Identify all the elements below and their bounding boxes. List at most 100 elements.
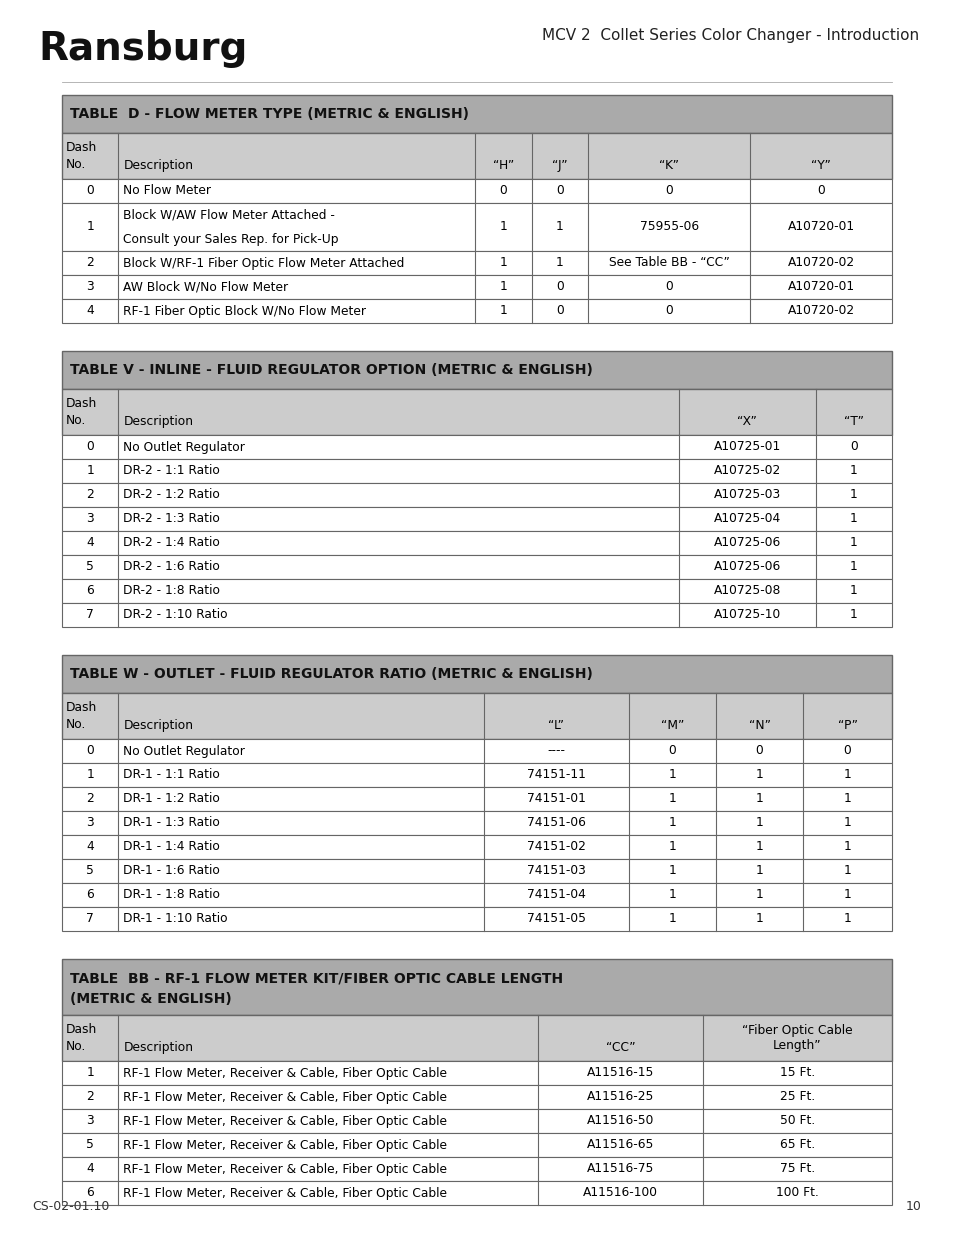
Text: 1: 1 [755,816,762,830]
Bar [62,435,891,459]
Bar [62,1132,891,1157]
Text: 6: 6 [87,584,94,598]
Text: 0: 0 [668,745,676,757]
Text: 1: 1 [755,864,762,878]
Text: DR-1 - 1:2 Ratio: DR-1 - 1:2 Ratio [123,793,220,805]
Bar [62,389,891,435]
Text: DR-1 - 1:3 Ratio: DR-1 - 1:3 Ratio [123,816,220,830]
Text: 1: 1 [87,1067,94,1079]
Bar [62,275,891,299]
Text: 3: 3 [87,1114,94,1128]
Text: Ransburg: Ransburg [38,30,247,68]
Text: DR-2 - 1:6 Ratio: DR-2 - 1:6 Ratio [123,561,220,573]
Text: 2: 2 [87,1091,94,1104]
Text: 1: 1 [499,305,507,317]
Text: DR-2 - 1:1 Ratio: DR-2 - 1:1 Ratio [123,464,220,478]
Text: 1: 1 [849,584,857,598]
Text: 1: 1 [849,609,857,621]
Text: A10725-08: A10725-08 [713,584,781,598]
Text: A10725-04: A10725-04 [713,513,780,526]
Text: 6: 6 [87,888,94,902]
Text: Dash: Dash [66,398,97,410]
Text: 0: 0 [817,184,824,198]
Text: 2: 2 [87,257,94,269]
Text: 1: 1 [755,793,762,805]
Text: A11516-65: A11516-65 [586,1139,654,1151]
Text: A10725-06: A10725-06 [713,536,780,550]
Text: “K”: “K” [659,159,679,172]
Bar [62,811,891,835]
Bar [62,763,891,787]
Text: TABLE  BB - RF-1 FLOW METER KIT/FIBER OPTIC CABLE LENGTH: TABLE BB - RF-1 FLOW METER KIT/FIBER OPT… [70,972,562,986]
Text: A11516-50: A11516-50 [586,1114,654,1128]
Text: 0: 0 [842,745,851,757]
Text: A10725-01: A10725-01 [713,441,780,453]
Text: (METRIC & ENGLISH): (METRIC & ENGLISH) [70,992,232,1007]
Text: 1: 1 [849,513,857,526]
Text: 1: 1 [668,768,676,782]
Bar [62,133,891,179]
Text: No.: No. [66,1040,87,1052]
Text: 1: 1 [849,489,857,501]
Text: RF-1 Fiber Optic Block W/No Flow Meter: RF-1 Fiber Optic Block W/No Flow Meter [123,305,366,317]
Text: DR-2 - 1:10 Ratio: DR-2 - 1:10 Ratio [123,609,228,621]
Text: 1: 1 [499,280,507,294]
Text: 0: 0 [664,280,672,294]
Bar [62,883,891,906]
Text: “H”: “H” [493,159,514,172]
Text: RF-1 Flow Meter, Receiver & Cable, Fiber Optic Cable: RF-1 Flow Meter, Receiver & Cable, Fiber… [123,1067,447,1079]
Text: Block W/RF-1 Fiber Optic Flow Meter Attached: Block W/RF-1 Fiber Optic Flow Meter Atta… [123,257,404,269]
Text: 4: 4 [87,1162,94,1176]
Bar [62,960,891,1015]
Bar [62,906,891,931]
Text: 1: 1 [849,464,857,478]
Text: 74151-11: 74151-11 [526,768,585,782]
Text: ----: ---- [547,745,565,757]
Bar [62,483,891,508]
Text: A10725-02: A10725-02 [713,464,780,478]
Text: 1: 1 [842,768,851,782]
Text: “N”: “N” [748,719,770,731]
Text: RF-1 Flow Meter, Receiver & Cable, Fiber Optic Cable: RF-1 Flow Meter, Receiver & Cable, Fiber… [123,1187,447,1199]
Text: DR-2 - 1:4 Ratio: DR-2 - 1:4 Ratio [123,536,220,550]
Text: 4: 4 [87,536,94,550]
Text: “P”: “P” [837,719,857,731]
Text: 1: 1 [842,816,851,830]
Text: DR-1 - 1:4 Ratio: DR-1 - 1:4 Ratio [123,841,220,853]
Text: RF-1 Flow Meter, Receiver & Cable, Fiber Optic Cable: RF-1 Flow Meter, Receiver & Cable, Fiber… [123,1114,447,1128]
Bar [62,1157,891,1181]
Text: No.: No. [66,158,87,170]
Text: 3: 3 [87,280,94,294]
Bar [62,1086,891,1109]
Text: 0: 0 [556,280,563,294]
Text: 2: 2 [87,793,94,805]
Text: 6: 6 [87,1187,94,1199]
Text: “L”: “L” [548,719,563,731]
Bar [62,459,891,483]
Text: 5: 5 [86,1139,94,1151]
Text: Length”: Length” [772,1039,821,1052]
Text: No.: No. [66,414,87,427]
Text: DR-2 - 1:2 Ratio: DR-2 - 1:2 Ratio [123,489,220,501]
Bar [62,579,891,603]
Text: 1: 1 [849,536,857,550]
Text: Block W/AW Flow Meter Attached -: Block W/AW Flow Meter Attached - [123,209,335,221]
Text: 0: 0 [664,184,672,198]
Text: 0: 0 [664,305,672,317]
Text: 0: 0 [87,745,94,757]
Text: 75 Ft.: 75 Ft. [779,1162,814,1176]
Text: A11516-75: A11516-75 [586,1162,654,1176]
Bar [62,787,891,811]
Text: 75955-06: 75955-06 [639,221,698,233]
Text: A10725-06: A10725-06 [713,561,780,573]
Text: No Outlet Regulator: No Outlet Regulator [123,441,245,453]
Bar [62,531,891,555]
Text: 1: 1 [755,888,762,902]
Bar [62,1109,891,1132]
Text: RF-1 Flow Meter, Receiver & Cable, Fiber Optic Cable: RF-1 Flow Meter, Receiver & Cable, Fiber… [123,1162,447,1176]
Text: “M”: “M” [660,719,683,731]
Text: Description: Description [123,1041,193,1053]
Text: 65 Ft.: 65 Ft. [779,1139,814,1151]
Text: 50 Ft.: 50 Ft. [779,1114,814,1128]
Text: A10720-02: A10720-02 [786,305,854,317]
